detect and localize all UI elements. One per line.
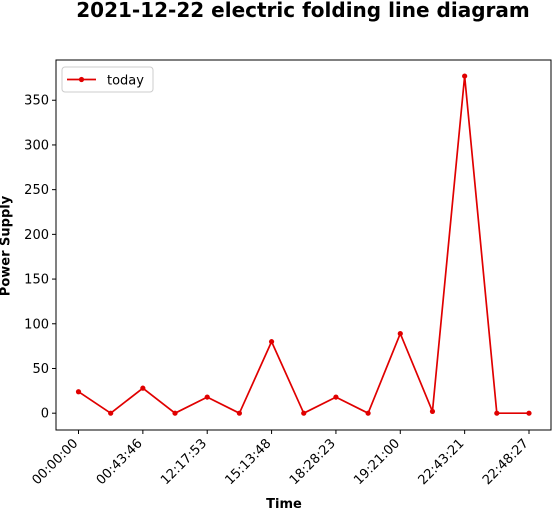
x-tick-label: 22:43:21 — [416, 436, 468, 488]
series-line-today — [78, 75, 529, 415]
data-point — [236, 410, 242, 416]
legend-marker — [78, 76, 85, 83]
y-tick-label: 350 — [24, 94, 49, 109]
data-point — [301, 410, 307, 416]
y-tick-label: 0 — [41, 407, 49, 422]
legend-label: today — [107, 74, 144, 89]
axes-frame — [55, 59, 552, 431]
data-point — [429, 408, 436, 415]
y-tick-label: 150 — [24, 273, 49, 288]
x-tick-label: 15:13:48 — [223, 436, 275, 488]
x-tick-label: 00:43:46 — [94, 436, 146, 488]
data-point — [140, 385, 146, 391]
x-tick-label: 18:28:23 — [287, 436, 339, 488]
data-point — [204, 394, 210, 400]
data-point — [494, 410, 500, 416]
chart-title: 2021-12-22 electric folding line diagram — [76, 0, 530, 22]
data-point — [108, 410, 114, 416]
x-tick-label: 00:00:00 — [29, 436, 81, 488]
data-point — [462, 73, 468, 79]
x-tick-label: 19:21:00 — [351, 436, 403, 488]
legend-box — [61, 66, 154, 93]
data-point — [526, 410, 532, 416]
x-tick-label: 22:48:27 — [480, 436, 532, 488]
data-point — [333, 394, 339, 400]
y-tick-label: 300 — [24, 138, 49, 153]
data-point — [172, 410, 178, 416]
data-point — [75, 389, 82, 395]
x-tick-label: 12:17:53 — [158, 436, 210, 488]
y-tick-label: 250 — [24, 183, 49, 198]
y-tick-label: 100 — [24, 317, 49, 332]
y-tick-label: 50 — [32, 362, 49, 377]
data-point — [397, 331, 403, 337]
y-tick-label: 200 — [24, 228, 49, 243]
data-point — [268, 339, 275, 345]
x-axis-label: Time — [266, 497, 302, 512]
data-point — [365, 410, 371, 416]
